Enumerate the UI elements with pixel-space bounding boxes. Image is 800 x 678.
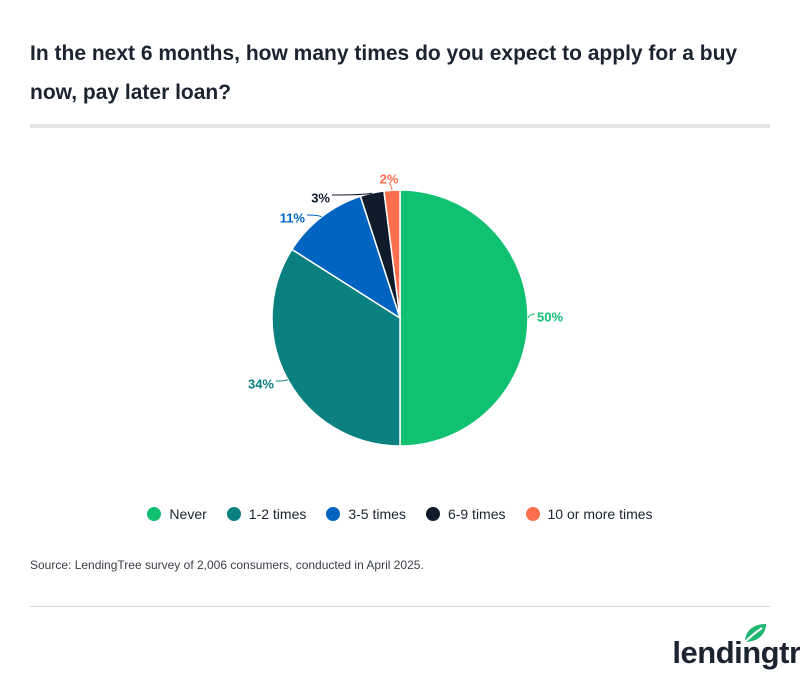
legend-label: 10 or more times xyxy=(547,506,653,522)
logo-wordmark: lendingtree xyxy=(672,635,800,670)
legend-swatch xyxy=(525,507,540,521)
chart-legend: Never 1-2 times 3-5 times 6-9 times 10 or mo… xyxy=(0,503,800,525)
legend-item: 1-2 times xyxy=(226,506,307,522)
data-label: 3% xyxy=(311,190,330,205)
footer-divider xyxy=(30,606,770,607)
legend-item: 3-5 times xyxy=(326,506,406,522)
data-label: 2% xyxy=(380,171,399,186)
legend-label: Never xyxy=(169,506,207,522)
lendingtree-logo: lendingtree xyxy=(672,622,800,670)
legend-label: 3-5 times xyxy=(348,506,406,522)
leader-line xyxy=(275,379,289,382)
chart-title: In the next 6 months, how many times do … xyxy=(30,42,738,104)
legend-item: 6-9 times xyxy=(425,506,506,522)
legend-swatch xyxy=(147,507,162,521)
data-label: 50% xyxy=(537,309,563,324)
pie-slice-3-5-times xyxy=(290,195,402,320)
leader-line xyxy=(306,214,322,218)
legend-item: Never xyxy=(147,506,207,522)
legend-label: 1-2 times xyxy=(248,506,307,522)
legend-swatch xyxy=(326,507,341,521)
leader-line xyxy=(331,192,373,196)
pie-slice-never xyxy=(399,189,529,447)
legend-swatch xyxy=(226,507,241,521)
source-note: Source: LendingTree survey of 2,006 cons… xyxy=(30,558,424,572)
leaf-icon xyxy=(744,624,766,643)
pie-chart: 50% 34% 11% 3% 2% xyxy=(248,171,563,447)
legend-label: 6-9 times xyxy=(447,506,506,522)
data-label: 11% xyxy=(280,210,306,225)
data-label: 34% xyxy=(248,376,274,391)
leader-line xyxy=(388,183,393,191)
leader-line xyxy=(527,313,536,319)
title-divider xyxy=(30,124,770,128)
legend-item: 10 or more times xyxy=(525,506,653,522)
legend-swatch xyxy=(425,507,440,521)
